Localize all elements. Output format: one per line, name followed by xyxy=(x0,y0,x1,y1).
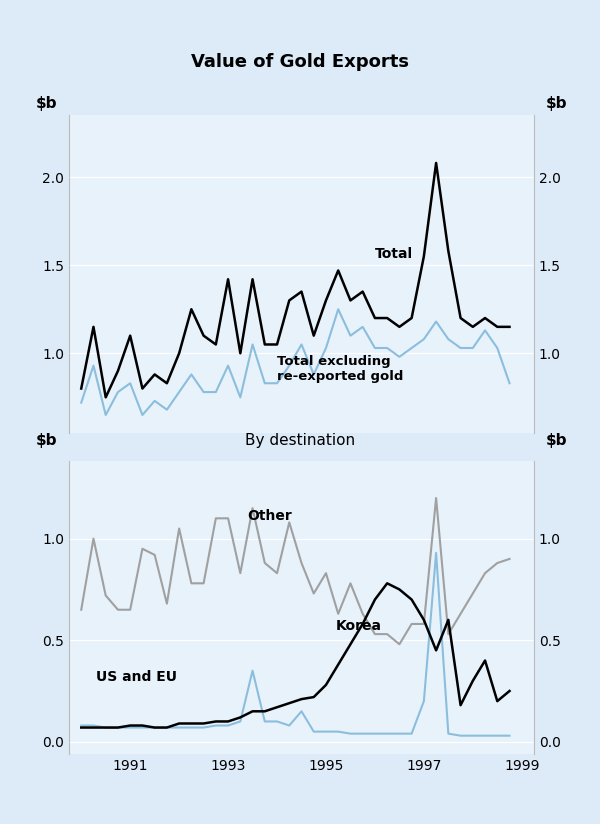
Text: Other: Other xyxy=(248,509,292,523)
Text: Total excluding
re-exported gold: Total excluding re-exported gold xyxy=(277,354,403,382)
Text: Total: Total xyxy=(375,247,413,261)
Text: By destination: By destination xyxy=(245,433,355,448)
Text: Value of Gold Exports: Value of Gold Exports xyxy=(191,53,409,71)
Text: Korea: Korea xyxy=(336,619,382,633)
Text: $b: $b xyxy=(546,96,568,111)
Text: US and EU: US and EU xyxy=(96,670,177,684)
Text: $b: $b xyxy=(546,433,568,448)
Text: $b: $b xyxy=(35,433,57,448)
Text: $b: $b xyxy=(35,96,57,111)
